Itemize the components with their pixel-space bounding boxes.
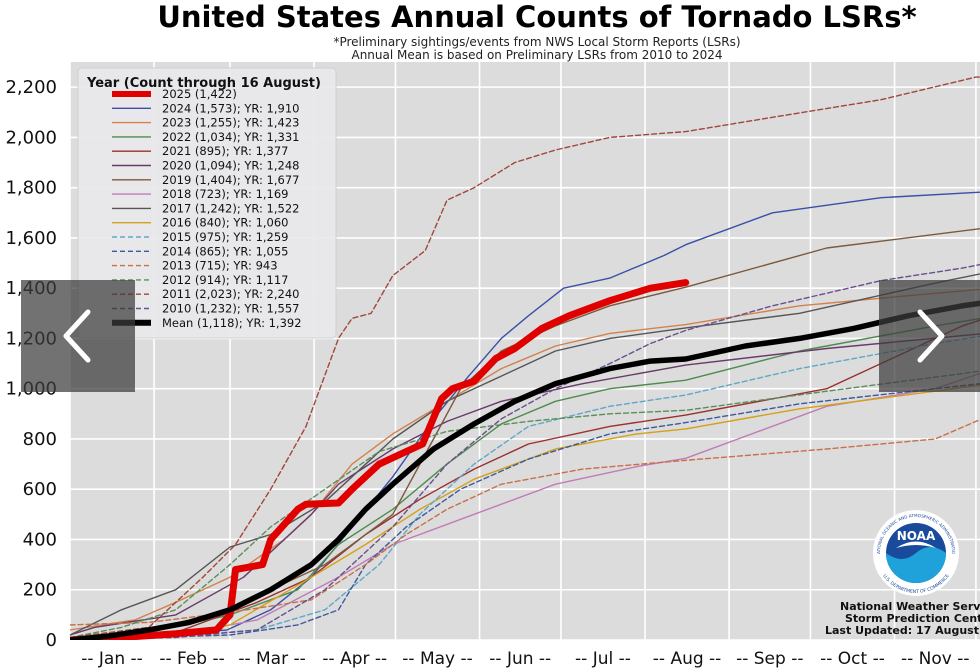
series-line-2024 [70,191,980,640]
x-tick-label: -- Jan -- [81,649,143,669]
x-tick-label: -- Feb -- [159,649,224,669]
legend-label: 2023 (1,255); YR: 1,423 [162,116,299,130]
x-tick-label: -- Jul -- [575,649,631,669]
legend-label: 2014 (865); YR: 1,055 [162,244,289,258]
x-tick-label: -- Mar -- [238,649,305,669]
y-tick-label: 800 [23,429,57,450]
legend-label: 2015 (975); YR: 1,259 [162,230,289,244]
noaa-logo-text: NOAA [897,529,936,543]
series-line-2020 [70,333,980,636]
x-tick-label: -- Oct -- [820,649,885,669]
y-tick-label: 600 [23,479,57,500]
x-tick-label: -- Nov -- [901,649,970,669]
x-tick-label: -- Sep -- [736,649,803,669]
series-line-2025 [70,279,690,640]
legend-label: 2018 (723); YR: 1,169 [162,187,289,201]
credit-line-2: Storm Prediction Center [845,612,980,625]
series-line-2016 [70,384,980,640]
series-line-2011 [70,76,980,639]
series-line-2023 [70,288,980,631]
series-lines [70,76,980,640]
chart-subtitle-line-2: Annual Mean is based on Preliminary LSRs… [351,48,722,62]
next-image-button[interactable] [879,280,980,392]
legend-title: Year (Count through 16 August) [86,76,321,91]
credit-line-3: Last Updated: 17 August 2025 [825,624,980,637]
series-line-2021 [70,319,980,640]
series-line-2012 [70,370,980,639]
series-line-mean [70,300,980,640]
y-tick-label: 2,000 [5,127,57,148]
series-line-2010 [70,263,980,640]
legend-label: 2017 (1,242); YR: 1,522 [162,201,299,215]
legend-label: 2013 (715); YR: 943 [162,259,278,273]
legend-label: 2021 (895); YR: 1,377 [162,144,289,158]
series-line-2017 [70,273,980,636]
chevron-right-icon [917,309,944,363]
x-axis-ticks: -- Jan -- -- Feb -- -- Mar -- -- Apr -- -- M… [81,649,970,669]
y-tick-label: 1,600 [5,228,57,249]
legend-label: 2010 (1,232); YR: 1,557 [162,302,299,316]
legend-label: 2019 (1,404); YR: 1,677 [162,173,299,187]
legend-label: 2022 (1,034); YR: 1,331 [162,130,299,144]
legend-label: 2011 (2,023); YR: 2,240 [162,287,299,301]
legend-label: 2025 (1,422) [162,87,237,101]
x-tick-label: -- May -- [402,649,473,669]
series-line-2014 [70,383,980,640]
x-tick-label: -- Jun -- [489,649,551,669]
series-line-2013 [70,418,980,626]
chart-subtitle-line-1: *Preliminary sightings/events from NWS L… [333,35,740,49]
y-tick-label: 200 [23,580,57,601]
x-tick-label: -- Apr -- [322,649,387,669]
y-tick-label: 400 [23,529,57,550]
x-tick-label: -- Aug -- [653,649,722,669]
chevron-left-icon [63,309,91,363]
credit-line-1: National Weather Service [840,600,980,613]
legend-label: 2024 (1,573); YR: 1,910 [162,101,299,115]
legend-label: 2016 (840); YR: 1,060 [162,216,289,230]
y-tick-label: 0 [46,630,57,651]
legend: Year (Count through 16 August) 2025 (1,4… [77,67,337,339]
previous-image-button[interactable] [21,280,135,392]
legend-label: 2012 (914); YR: 1,117 [162,273,289,287]
chart-title: United States Annual Counts of Tornado L… [157,0,916,34]
legend-label: Mean (1,118); YR: 1,392 [162,316,302,330]
legend-label: 2020 (1,094); YR: 1,248 [162,159,299,173]
y-tick-label: 1,800 [5,178,57,199]
y-tick-label: 2,200 [5,77,57,98]
